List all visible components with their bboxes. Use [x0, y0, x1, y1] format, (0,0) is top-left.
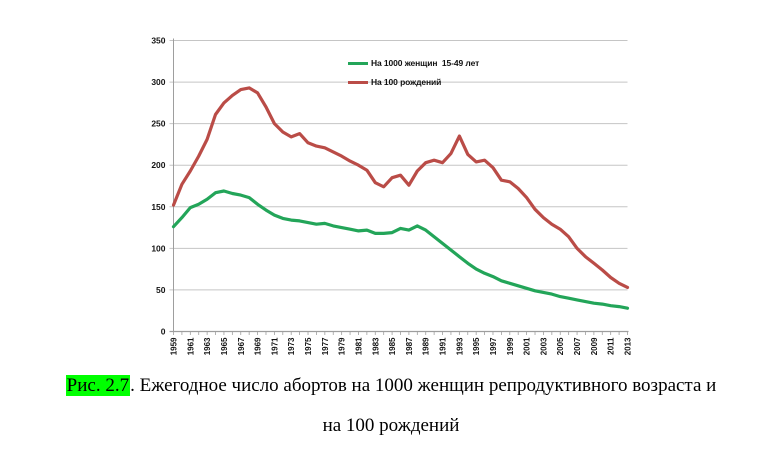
y-tick-label: 50	[156, 285, 166, 295]
x-tick-label: 1981	[354, 337, 363, 355]
x-tick-label: 1975	[304, 337, 313, 355]
y-tick-label: 200	[151, 160, 165, 170]
x-tick-label: 1973	[287, 337, 296, 355]
x-tick-label: 1967	[237, 337, 246, 355]
x-tick-label: 2001	[523, 337, 532, 355]
x-tick-label: 1961	[186, 337, 195, 355]
y-tick-label: 100	[151, 243, 165, 253]
chart-canvas: 0 50 100 150 200 250 300 350 1959 1961 1963 1965 196…	[151, 36, 633, 356]
caption-line-1: Рис. 2.7. Ежегодное число абортов на 100…	[0, 366, 782, 406]
legend-label-per-100-births: На 100 рождений	[371, 77, 442, 87]
x-tick-label: 2013	[624, 337, 633, 355]
y-tick-label: 250	[151, 119, 165, 129]
x-tick-label: 1979	[338, 337, 347, 355]
x-tick-label: 1977	[321, 337, 330, 355]
x-tick-label: 1983	[371, 337, 380, 355]
x-tick-label: 1965	[220, 337, 229, 355]
y-tick-label: 300	[151, 77, 165, 87]
figure-number-highlight: Рис. 2.7	[65, 375, 131, 396]
series-line-0	[171, 189, 630, 310]
legend-entry-per-100-births[interactable]: На 100 рождений	[348, 77, 479, 87]
series-swatch-per-1000-women	[348, 61, 368, 65]
x-tick-label: 2009	[590, 337, 599, 355]
x-tick-label: 2003	[539, 337, 548, 355]
chart-legend: На 1000 женщин 15-49 лет На 100 рождений	[348, 58, 479, 87]
x-tick-label: 1991	[439, 337, 448, 355]
x-tick-label: 1989	[422, 337, 431, 355]
x-tick-label: 1987	[405, 337, 414, 355]
x-tick-label: 1969	[254, 337, 263, 355]
x-tick-label: 1995	[472, 337, 481, 355]
x-tick-label: 1993	[455, 337, 464, 355]
x-tick-label: 2005	[556, 337, 565, 355]
caption-line-2: на 100 рождений	[322, 415, 460, 436]
x-tick-label: 1963	[203, 337, 212, 355]
caption-text-line-1: . Ежегодное число абортов на 1000 женщин…	[130, 375, 717, 396]
series-line-1	[171, 86, 630, 289]
y-tick-label: 350	[151, 36, 165, 46]
y-tick-label: 0	[161, 327, 166, 337]
legend-entry-per-1000-women[interactable]: На 1000 женщин 15-49 лет	[348, 58, 479, 68]
y-tick-label: 150	[151, 202, 165, 212]
x-tick-label: 1971	[270, 337, 279, 355]
series-swatch-per-100-births	[348, 80, 368, 84]
legend-label-per-1000-women: На 1000 женщин 15-49 лет	[371, 58, 480, 68]
x-tick-label: 2007	[573, 337, 582, 355]
x-tick-label: 1959	[170, 337, 179, 355]
x-tick-label: 1999	[506, 337, 515, 355]
x-tick-label: 1985	[388, 337, 397, 355]
x-tick-label: 2011	[607, 337, 616, 355]
figure-caption: Рис. 2.7. Ежегодное число абортов на 100…	[0, 366, 782, 446]
abortion-rates-chart: 0 50 100 150 200 250 300 350 1959 1961 1963 1965 196…	[151, 36, 633, 356]
x-tick-label: 1997	[489, 337, 498, 355]
